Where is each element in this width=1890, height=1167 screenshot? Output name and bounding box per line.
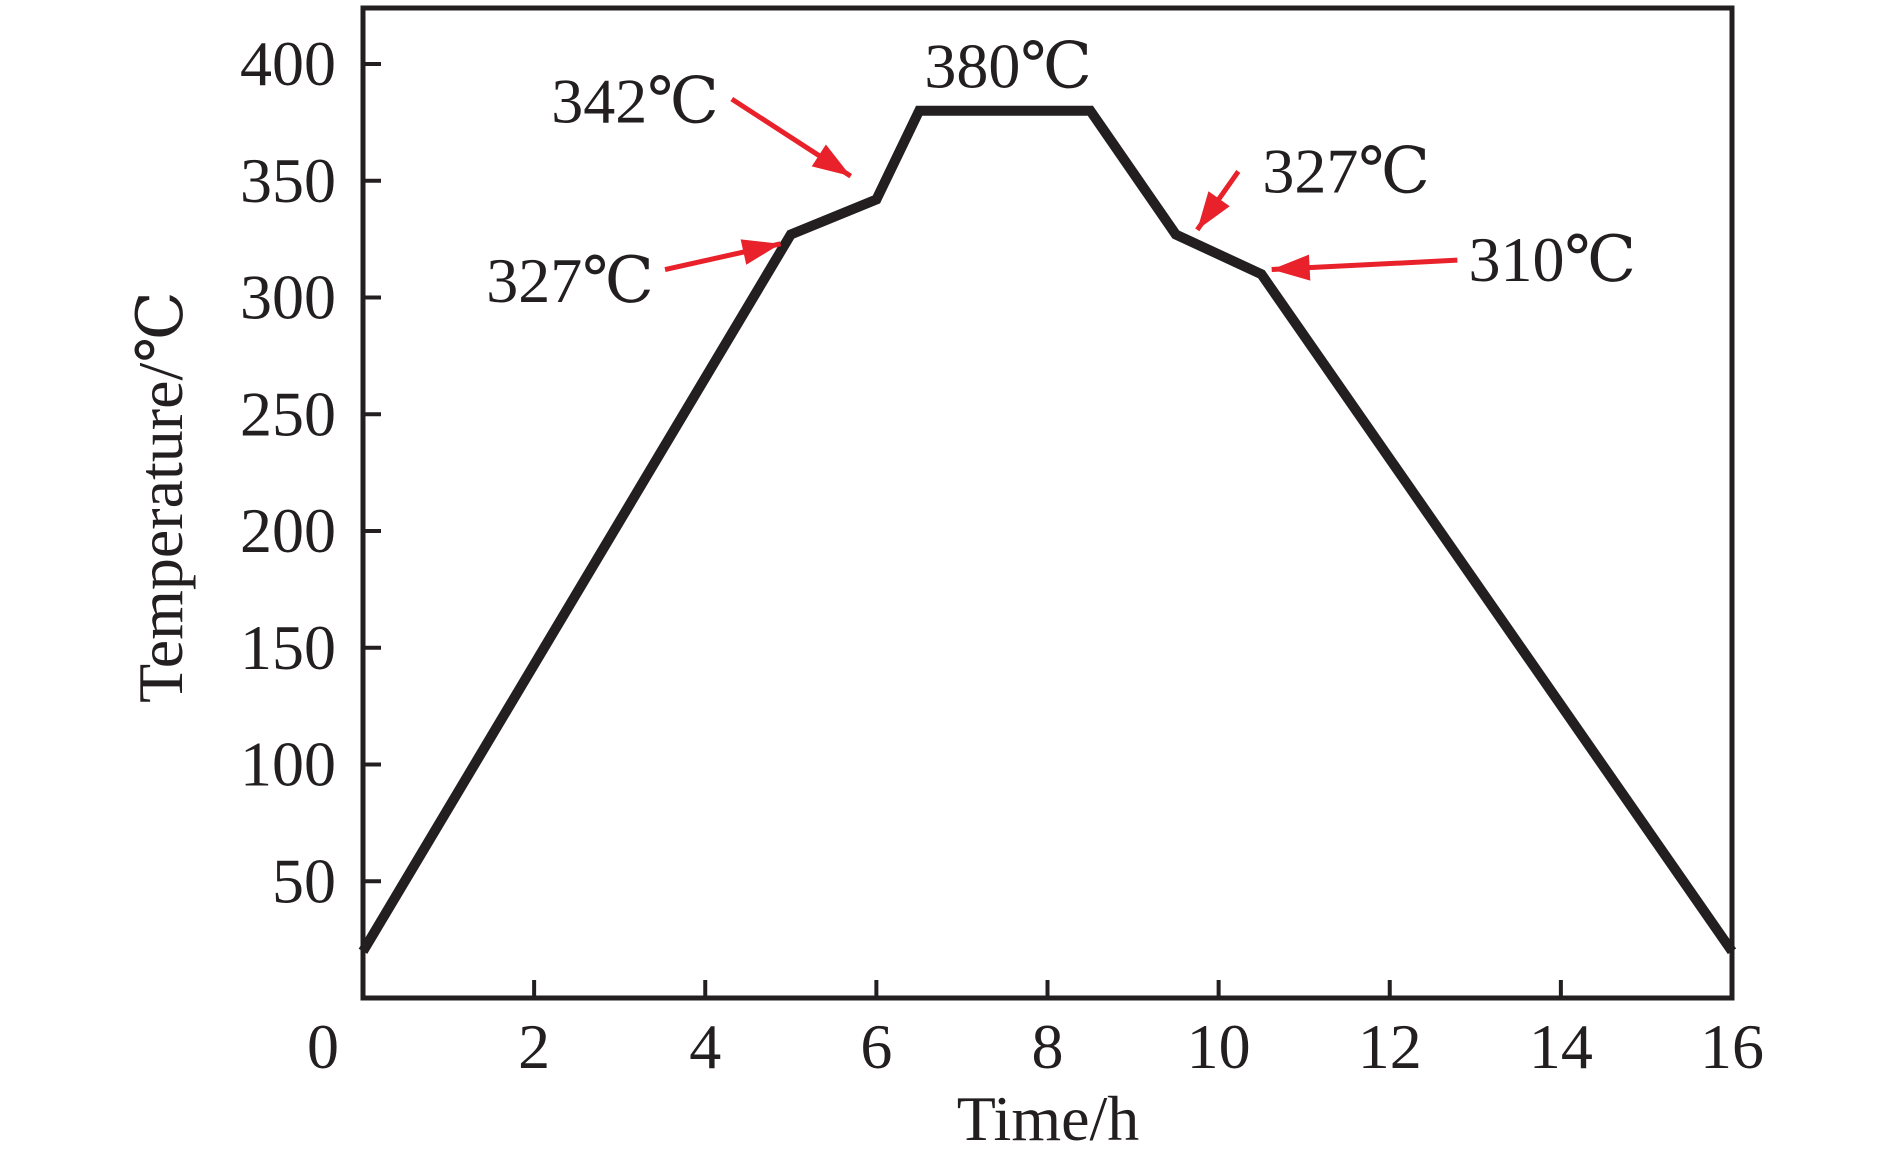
x-tick-label: 12 <box>1358 1011 1422 1082</box>
annotation-arrow <box>730 96 853 179</box>
annotation-arrow <box>1271 254 1458 281</box>
y-tick-label: 250 <box>240 378 336 449</box>
y-axis: 50 100 150 200 250 300 350 400 <box>240 28 381 916</box>
y-axis-title: Temperature/℃ <box>125 291 196 703</box>
x-tick-label: 0 <box>307 1011 339 1082</box>
series-lines <box>358 105 1737 955</box>
x-tick-label: 2 <box>518 1011 550 1082</box>
annotation-arrow <box>1195 170 1241 232</box>
x-tick-label: 10 <box>1187 1011 1251 1082</box>
x-tick-label: 16 <box>1700 1011 1764 1082</box>
x-axis: 0 2 4 6 8 10 12 14 16 <box>307 980 1764 1082</box>
series-temperature-profile <box>358 105 1737 955</box>
y-tick-label: 150 <box>240 612 336 683</box>
y-tick-label: 400 <box>240 28 336 99</box>
y-tick-label: 200 <box>240 495 336 566</box>
x-tick-label: 4 <box>689 1011 721 1082</box>
y-tick-label: 100 <box>240 729 336 800</box>
y-tick-label: 300 <box>240 262 336 333</box>
annotations: 342℃ 327℃ 380℃ 327℃ 310℃ <box>486 30 1636 316</box>
annotation-label: 342℃ <box>551 65 719 136</box>
annotation-label: 327℃ <box>486 245 654 316</box>
annotation-label: 327℃ <box>1262 135 1430 206</box>
x-tick-label: 6 <box>860 1011 892 1082</box>
annotation-label: 310℃ <box>1469 224 1637 295</box>
x-axis-title: Time/h <box>957 1083 1140 1154</box>
x-tick-label: 14 <box>1529 1011 1593 1082</box>
annotation-label: 380℃ <box>924 30 1092 101</box>
plot-frame <box>360 5 1735 1001</box>
y-tick-label: 50 <box>272 845 336 916</box>
x-tick-label: 8 <box>1032 1011 1064 1082</box>
annotation-arrow <box>664 239 782 272</box>
y-tick-label: 350 <box>240 145 336 216</box>
